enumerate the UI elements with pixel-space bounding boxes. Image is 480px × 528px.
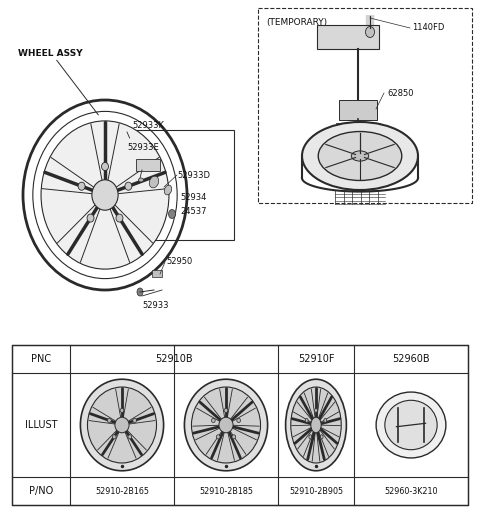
Bar <box>122 130 234 240</box>
Ellipse shape <box>81 379 164 471</box>
Ellipse shape <box>112 435 116 439</box>
Text: ILLUST: ILLUST <box>25 420 57 430</box>
Ellipse shape <box>120 408 124 412</box>
Ellipse shape <box>318 131 402 181</box>
Text: 52910-2B185: 52910-2B185 <box>199 486 253 495</box>
Ellipse shape <box>224 408 228 412</box>
Ellipse shape <box>78 182 85 190</box>
Text: 52960-3K210: 52960-3K210 <box>384 486 438 495</box>
Ellipse shape <box>115 417 129 433</box>
Text: 52910-2B905: 52910-2B905 <box>289 486 343 495</box>
Bar <box>12 345 468 505</box>
Text: 52933E: 52933E <box>127 144 159 153</box>
FancyBboxPatch shape <box>152 270 162 277</box>
Text: 52933D: 52933D <box>177 171 210 180</box>
Text: P/NO: P/NO <box>29 486 53 496</box>
Ellipse shape <box>309 435 312 439</box>
Ellipse shape <box>87 387 156 463</box>
Ellipse shape <box>128 435 132 439</box>
Ellipse shape <box>311 417 321 433</box>
FancyBboxPatch shape <box>136 159 160 171</box>
Ellipse shape <box>305 418 308 422</box>
Ellipse shape <box>291 387 341 463</box>
Ellipse shape <box>101 163 108 171</box>
Ellipse shape <box>87 214 94 222</box>
Ellipse shape <box>41 121 169 269</box>
Ellipse shape <box>125 182 132 190</box>
Ellipse shape <box>92 180 118 210</box>
Text: 1140FD: 1140FD <box>412 24 444 33</box>
FancyBboxPatch shape <box>339 100 377 120</box>
Bar <box>258 8 472 203</box>
Ellipse shape <box>320 435 323 439</box>
Ellipse shape <box>133 418 136 422</box>
Text: 24537: 24537 <box>180 208 206 216</box>
Text: PNC: PNC <box>31 354 51 364</box>
Ellipse shape <box>184 379 268 471</box>
Ellipse shape <box>351 151 369 161</box>
Ellipse shape <box>139 178 144 182</box>
Text: 52933: 52933 <box>142 300 168 309</box>
Text: 52910F: 52910F <box>298 354 334 364</box>
Ellipse shape <box>237 418 240 422</box>
Ellipse shape <box>385 400 437 450</box>
Text: 52910B: 52910B <box>155 354 193 364</box>
Text: 52960B: 52960B <box>392 354 430 364</box>
Ellipse shape <box>286 379 347 471</box>
Ellipse shape <box>164 185 172 195</box>
Text: 52933K: 52933K <box>132 121 164 130</box>
Ellipse shape <box>216 435 220 439</box>
Ellipse shape <box>168 210 176 219</box>
Ellipse shape <box>192 387 261 463</box>
Text: (TEMPORARY): (TEMPORARY) <box>266 18 327 27</box>
Ellipse shape <box>365 26 374 37</box>
Ellipse shape <box>137 288 143 296</box>
Text: 62850: 62850 <box>387 89 413 98</box>
Ellipse shape <box>219 417 233 433</box>
FancyBboxPatch shape <box>317 25 379 49</box>
Ellipse shape <box>108 418 111 422</box>
Text: 52950: 52950 <box>166 258 192 267</box>
Ellipse shape <box>116 214 123 222</box>
Ellipse shape <box>324 418 326 422</box>
Ellipse shape <box>302 122 418 190</box>
Text: WHEEL ASSY: WHEEL ASSY <box>18 50 83 59</box>
Text: 52910-2B165: 52910-2B165 <box>95 486 149 495</box>
Ellipse shape <box>314 408 317 412</box>
Ellipse shape <box>376 392 446 458</box>
Ellipse shape <box>232 435 236 439</box>
Text: 52934: 52934 <box>180 193 206 203</box>
Ellipse shape <box>149 176 159 188</box>
Ellipse shape <box>212 418 215 422</box>
